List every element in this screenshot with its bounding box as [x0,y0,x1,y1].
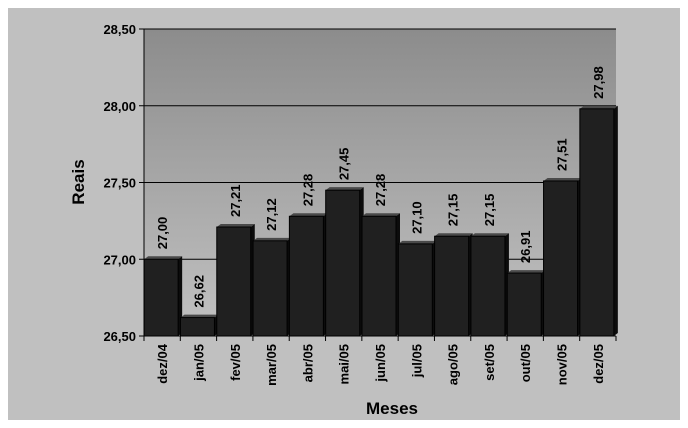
data-label: 27,21 [228,184,243,217]
bar-top-face [289,213,328,217]
bar [506,270,546,337]
y-axis-title: Reais [69,159,88,204]
bar-front-face [543,180,579,337]
bar-top-face [579,105,618,109]
data-label: 26,91 [518,231,533,264]
bar-top-face [325,187,364,191]
bar-front-face [252,240,288,337]
y-tick-label: 27,00 [103,252,136,267]
bar-chart: 26,50 27,00 27,50 28,00 28,50 27,00 dez/04 26,6… [69,22,618,418]
bar-front-face [325,189,361,337]
bar-front-face [179,317,215,337]
y-tick-label: 27,50 [103,176,136,191]
bar-front-face [397,243,433,337]
data-label: 27,28 [300,174,315,207]
data-label: 27,51 [555,138,570,171]
x-tick-label: fev/05 [228,344,243,381]
x-tick-label: nov/05 [555,344,570,385]
bar-top-face [398,240,437,244]
x-axis-title: Meses [366,399,418,418]
bar-front-face [434,235,470,337]
labels: 26,50 27,00 27,50 28,00 28,50 27,00 dez/04 26,6… [103,22,605,386]
chart-frame: 26,50 27,00 27,50 28,00 28,50 27,00 dez/04 26,6… [8,8,680,420]
y-tick-label: 26,50 [103,329,136,344]
bar [143,256,183,337]
data-label: 27,45 [337,148,352,181]
bar-front-face [216,226,252,337]
bar [179,314,219,337]
bar [397,240,437,337]
bar-front-face [470,235,506,337]
bar-side-face [613,105,618,336]
data-label: 26,62 [191,275,206,308]
bar [325,187,364,337]
bar-top-face [253,237,292,241]
bars [143,105,618,337]
bar-top-face [507,270,546,274]
bar-top-face [434,233,473,237]
bar-top-face [180,314,219,318]
y-tick-label: 28,00 [103,99,136,114]
bar [543,177,582,337]
bar-top-face [362,213,400,217]
data-label: 27,15 [482,194,497,227]
x-tick-label: abr/05 [300,344,315,382]
bar-side-face [178,256,183,336]
bar-top-face [543,177,582,181]
data-label: 27,15 [446,194,461,227]
data-label: 27,28 [373,174,388,207]
x-tick-label: set/05 [482,344,497,381]
data-label: 27,12 [264,198,279,231]
bar [216,224,255,337]
bar [252,237,292,337]
data-label: 27,98 [591,66,606,99]
bar [579,105,618,337]
bar-top-face [470,233,509,237]
bar-top-face [216,224,255,228]
axes [139,28,617,341]
x-tick-label: mai/05 [337,344,352,384]
bar-top-face [144,256,183,260]
y-tick-label: 28,50 [103,22,136,37]
x-tick-label: mar/05 [264,344,279,386]
bar-front-face [579,108,615,337]
bar-front-face [288,215,324,337]
bar [434,233,473,337]
data-label: 27,00 [155,217,170,250]
x-tick-label: jun/05 [373,344,388,383]
bar-front-face [506,272,542,337]
x-tick-label: ago/05 [446,344,461,385]
x-tick-label: jul/05 [409,344,424,378]
x-tick-label: out/05 [518,344,533,382]
bar-front-face [143,258,179,337]
bar [288,213,328,337]
x-tick-label: dez/05 [591,344,606,384]
data-label: 27,10 [409,201,424,234]
x-tick-label: dez/04 [155,343,170,384]
bar [361,213,400,337]
bar-front-face [361,215,397,337]
x-tick-label: jan/05 [191,344,206,382]
bar [470,233,509,337]
